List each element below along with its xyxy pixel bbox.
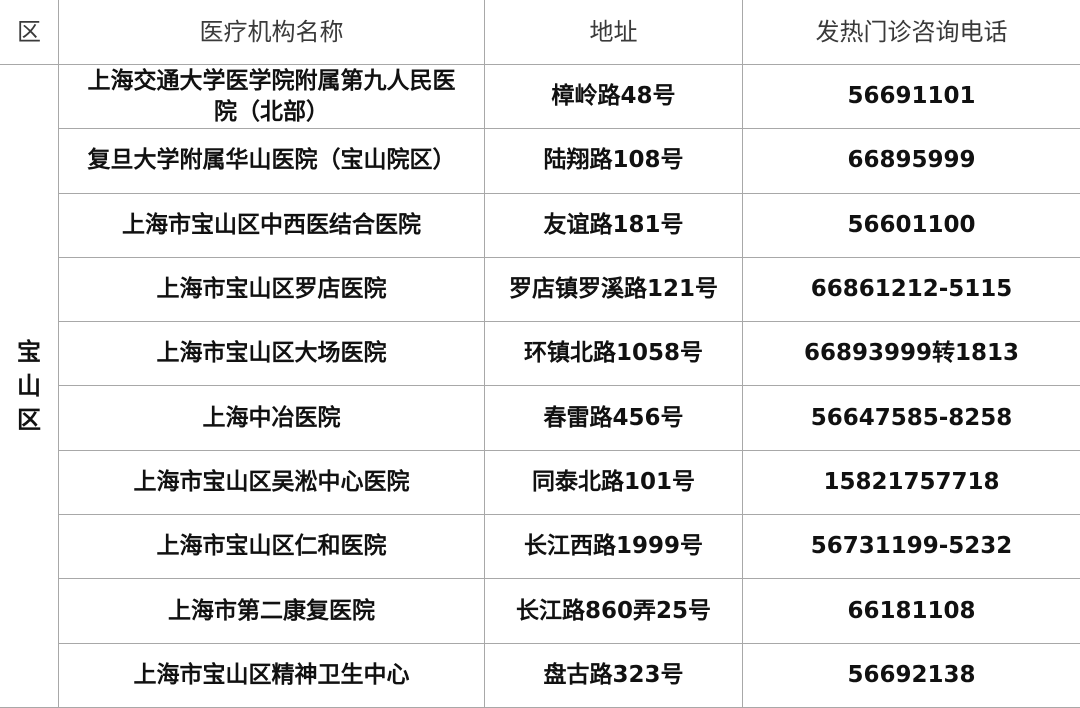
table-row: 上海市宝山区精神卫生中心 盘古路323号 56692138 [0,642,1080,708]
address-cell: 陆翔路108号 [484,128,743,194]
table-row: 上海市宝山区大场医院 环镇北路1058号 66893999转1813 [0,321,1080,387]
name-cell: 复旦大学附属华山医院（宝山院区） [58,128,485,194]
header-address: 地址 [484,0,743,65]
table-row: 上海市宝山区仁和医院 长江西路1999号 56731199-5232 [0,514,1080,580]
address-cell: 罗店镇罗溪路121号 [484,256,743,323]
phone-cell: 56692138 [742,642,1080,708]
address-cell: 长江路860弄25号 [484,578,743,644]
table-row: 上海市宝山区中西医结合医院 友谊路181号 56601100 [0,192,1080,258]
address-cell: 盘古路323号 [484,642,743,708]
address-cell: 同泰北路101号 [484,449,743,516]
header-name: 医疗机构名称 [58,0,485,65]
table-row: 上海市宝山区罗店医院 罗店镇罗溪路121号 66861212-5115 [0,256,1080,323]
header-phone: 发热门诊咨询电话 [742,0,1080,65]
name-cell: 上海市宝山区仁和医院 [58,514,485,580]
name-cell: 上海市宝山区罗店医院 [58,256,485,323]
phone-cell: 66861212-5115 [742,256,1080,323]
phone-cell: 56647585-8258 [742,385,1080,451]
phone-cell: 66181108 [742,578,1080,644]
phone-cell: 56731199-5232 [742,514,1080,580]
district-cell: 宝山区 [0,64,59,708]
name-cell: 上海交通大学医学院附属第九人民医院（北部） [58,63,485,130]
table-row: 宝山区上海交通大学医学院附属第九人民医院（北部） 樟岭路48号 56691101 [0,63,1080,708]
address-cell: 长江西路1999号 [484,514,743,580]
address-cell: 春雷路456号 [484,385,743,451]
phone-cell: 15821757718 [742,449,1080,516]
table-row: 上海市宝山区吴淞中心医院 同泰北路101号 15821757718 [0,449,1080,516]
address-cell: 环镇北路1058号 [484,321,743,387]
header-district: 区 [0,0,59,65]
phone-cell: 56601100 [742,192,1080,258]
phone-cell: 66893999转1813 [742,321,1080,387]
phone-cell: 56691101 [742,63,1080,130]
name-cell: 上海市宝山区吴淞中心医院 [58,449,485,516]
header-row: 区 医疗机构名称 地址 发热门诊咨询电话 [0,0,1080,65]
table-row: 上海中冶医院 春雷路456号 56647585-8258 [0,385,1080,451]
address-cell: 友谊路181号 [484,192,743,258]
name-cell: 上海市第二康复医院 [58,578,485,644]
table-row: 上海市第二康复医院 长江路860弄25号 66181108 [0,578,1080,644]
name-cell: 上海市宝山区精神卫生中心 [58,642,485,708]
table-row: 复旦大学附属华山医院（宝山院区） 陆翔路108号 66895999 [0,128,1080,194]
phone-cell: 66895999 [742,128,1080,194]
name-cell: 上海市宝山区中西医结合医院 [58,192,485,258]
address-cell: 樟岭路48号 [484,63,743,130]
name-cell: 上海市宝山区大场医院 [58,321,485,387]
name-cell: 上海中冶医院 [58,385,485,451]
